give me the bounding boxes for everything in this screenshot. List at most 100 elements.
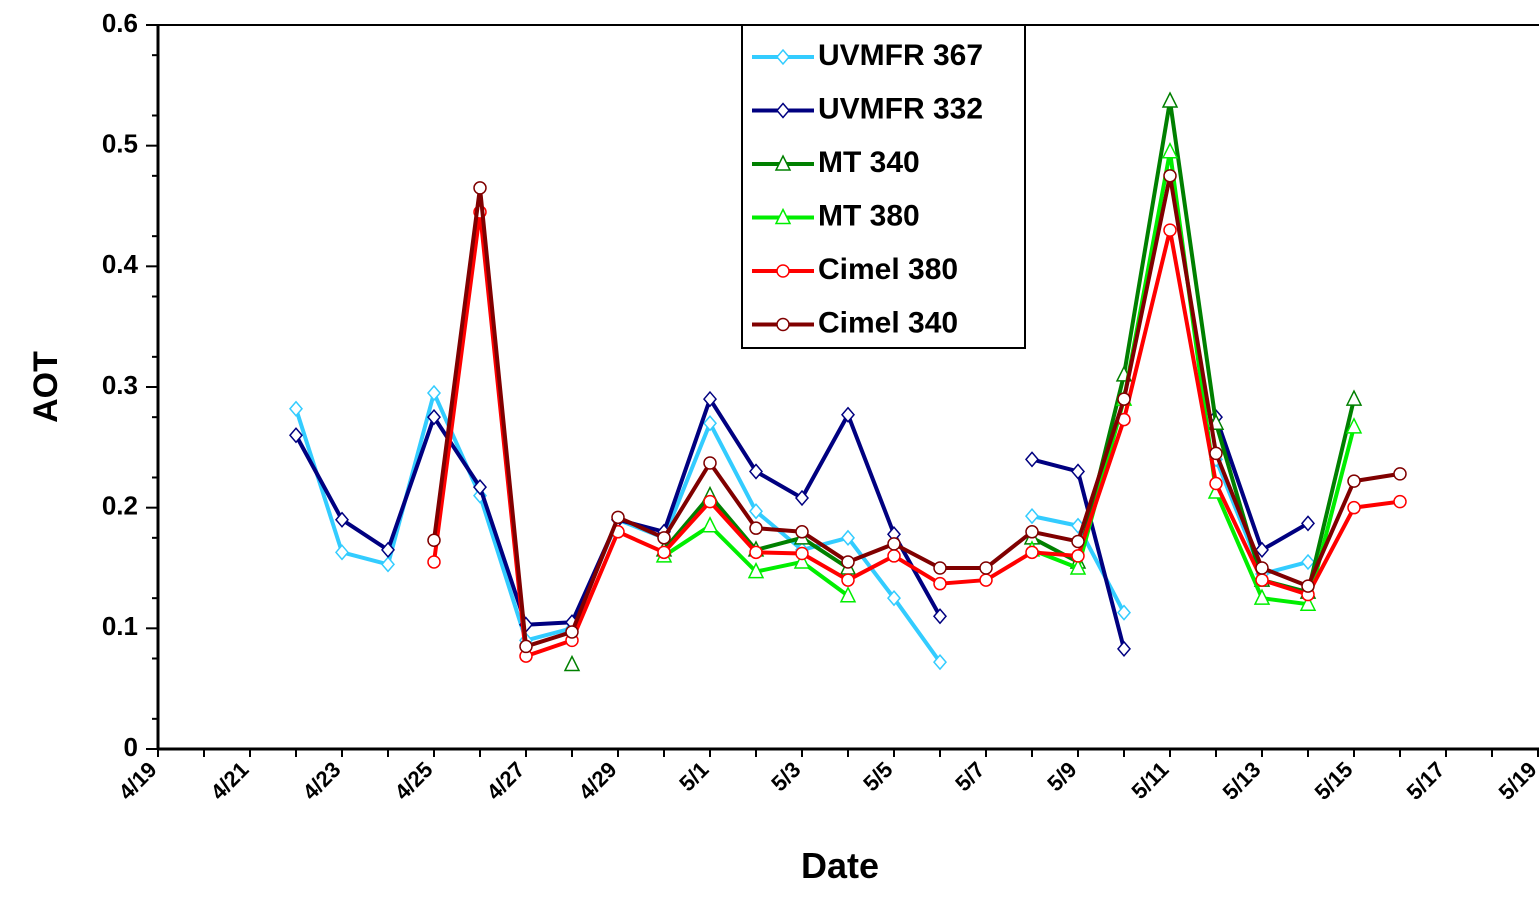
legend-label: MT 380 (818, 199, 920, 232)
data-point (1255, 561, 1269, 575)
data-point (1255, 541, 1269, 559)
x-tick-label: 4/19 (114, 757, 162, 805)
data-point (289, 400, 303, 417)
data-point (841, 529, 855, 546)
data-point (979, 573, 993, 587)
legend-label: MT 340 (818, 146, 920, 179)
series-line (432, 210, 1401, 659)
data-point (887, 537, 901, 551)
data-point (1345, 389, 1363, 406)
data-point (1117, 604, 1131, 621)
data-point (335, 544, 349, 561)
data-point (1301, 553, 1315, 571)
data-point (1253, 588, 1271, 605)
data-point (1117, 640, 1131, 657)
x-tick-label: 5/15 (1310, 757, 1358, 805)
data-point (1347, 500, 1361, 515)
data-point (335, 511, 349, 528)
data-point (887, 590, 901, 607)
x-tick-label: 5/7 (950, 757, 989, 796)
data-point (703, 494, 717, 509)
data-point (933, 608, 947, 625)
data-point (519, 639, 533, 654)
x-tick-label: 4/29 (574, 757, 622, 805)
data-point (427, 555, 441, 569)
data-point (565, 625, 579, 639)
y-tick-label: 0.2 (102, 491, 138, 521)
data-point (427, 384, 441, 402)
data-point (1299, 594, 1317, 611)
data-point (1393, 494, 1407, 509)
data-point (657, 545, 671, 560)
data-point (841, 573, 855, 587)
data-point (933, 653, 947, 671)
legend-label: UVMFR 367 (818, 39, 983, 72)
x-tick-label: 5/9 (1042, 757, 1081, 796)
data-point (1345, 417, 1363, 434)
x-tick-label: 5/1 (674, 757, 713, 796)
x-tick-label: 4/27 (482, 757, 530, 805)
x-axis-label: Date (801, 845, 879, 886)
data-point (657, 531, 671, 545)
data-point (1301, 579, 1315, 593)
x-tick-label: 4/21 (206, 757, 254, 805)
data-point (749, 503, 763, 520)
data-point (749, 545, 763, 560)
data-point (747, 561, 765, 579)
y-tick-label: 0.3 (102, 370, 138, 400)
data-point (1069, 558, 1087, 575)
data-point (839, 586, 857, 603)
y-tick-label: 0 (124, 732, 138, 762)
data-point (1025, 545, 1039, 560)
legend-marker (774, 207, 792, 225)
series-line (432, 173, 1401, 649)
data-point (749, 463, 763, 480)
data-point (703, 415, 717, 432)
legend-marker (774, 154, 792, 171)
data-point (611, 510, 625, 525)
x-tick-label: 5/3 (766, 757, 805, 796)
x-tick-label: 4/23 (298, 757, 346, 805)
x-tick-label: 5/13 (1218, 757, 1266, 805)
y-tick-label: 0.6 (102, 8, 138, 38)
legend-box (741, 24, 1026, 349)
data-point (841, 555, 855, 569)
data-point (1161, 91, 1179, 108)
data-point (427, 533, 441, 547)
legend-marker (776, 48, 790, 66)
data-point (1025, 507, 1039, 525)
data-point (795, 489, 809, 507)
data-point (979, 561, 993, 575)
y-axis-label: AOT (27, 351, 65, 423)
data-point (1393, 467, 1407, 481)
data-point (1163, 169, 1177, 183)
x-tick-label: 5/5 (858, 757, 897, 796)
data-point (1163, 223, 1177, 237)
data-point (1209, 476, 1223, 491)
data-point (1347, 474, 1361, 488)
data-point (1209, 446, 1223, 461)
data-point (703, 456, 717, 470)
data-point (1025, 451, 1039, 468)
data-point (1161, 142, 1179, 159)
data-point (473, 479, 487, 496)
data-point (933, 561, 947, 575)
x-tick-label: 5/11 (1126, 757, 1173, 804)
x-tick-label: 4/25 (390, 757, 438, 805)
data-point (1071, 534, 1085, 549)
x-tick-label: 5/19 (1494, 757, 1539, 805)
data-point (1071, 549, 1085, 563)
y-tick-label: 0.5 (102, 129, 138, 159)
data-point (701, 516, 719, 533)
data-point (381, 556, 395, 573)
legend-marker (776, 102, 790, 119)
data-point (1301, 515, 1315, 532)
data-point (1255, 573, 1269, 587)
y-tick-label: 0.4 (102, 249, 139, 279)
x-tick-label: 5/17 (1402, 757, 1450, 805)
legend-label: UVMFR 332 (818, 92, 983, 125)
data-point (795, 525, 809, 539)
data-point (427, 409, 441, 426)
y-tick-label: 0.1 (102, 611, 138, 641)
